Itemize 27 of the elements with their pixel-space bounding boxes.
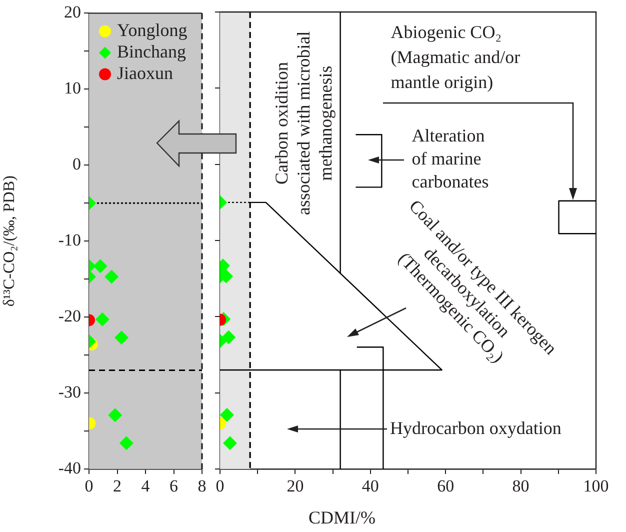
x-tick-label: 0 bbox=[84, 476, 94, 496]
legend-label: Jiaoxun bbox=[117, 62, 173, 83]
legend-label: Binchang bbox=[117, 41, 186, 62]
annotation: Alteration of marine carbonates bbox=[412, 126, 489, 192]
x-tick-label: 100 bbox=[583, 476, 609, 496]
x-tick-label: 6 bbox=[170, 476, 178, 496]
annotation: Hydrocarbon oxydation bbox=[390, 418, 562, 438]
x-tick-label: 40 bbox=[362, 476, 379, 496]
y-tick-label: 20 bbox=[64, 2, 81, 22]
y-tick-label: 0 bbox=[72, 154, 81, 174]
annotation: Abiogenic CO₂ (Magmatic and/or mantle origin) bbox=[390, 22, 520, 92]
x-tick-label: 0 bbox=[216, 476, 224, 496]
y-tick-label: -20 bbox=[58, 306, 81, 326]
x-tick-label: 8 bbox=[198, 476, 206, 496]
y-tick-label: 10 bbox=[64, 78, 81, 98]
x-axis-title: CDMI/% bbox=[308, 508, 376, 528]
annotation: Carbon oxidition associated with microbial methanogenesis bbox=[272, 31, 336, 216]
x-tick-label: 4 bbox=[141, 476, 150, 496]
y-tick-label: -30 bbox=[58, 382, 81, 402]
y-tick-label: -40 bbox=[58, 458, 81, 478]
x-tick-label: 60 bbox=[437, 476, 454, 496]
x-tick-label: 80 bbox=[512, 476, 530, 496]
y-tick-label: -10 bbox=[58, 230, 81, 250]
x-tick-label: 20 bbox=[286, 476, 304, 496]
y-axis-title: δ¹³C-CO₂/(‰, PDB) bbox=[0, 176, 18, 307]
legend-label: Yonglong bbox=[117, 20, 188, 40]
x-tick-label: 2 bbox=[113, 476, 122, 496]
